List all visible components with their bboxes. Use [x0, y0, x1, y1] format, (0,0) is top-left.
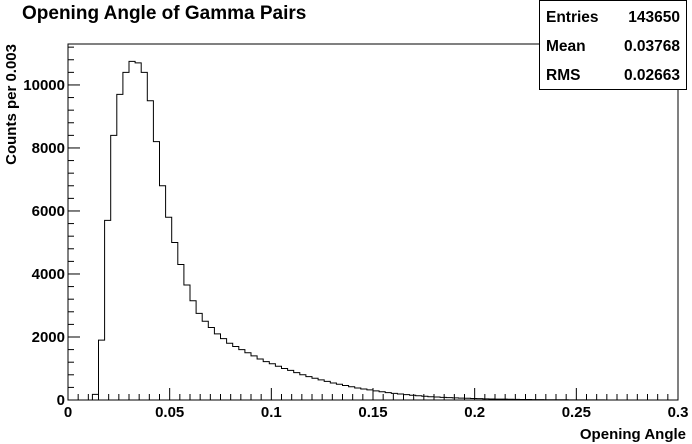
- histogram-bin: [208, 328, 214, 400]
- axes-layer: 0 0.05 0.1 0.15 0.2 0.25 0.3 0 2000 4000 6000 8000 1…: [23, 43, 689, 421]
- histogram-bin: [282, 368, 288, 400]
- histogram-bin: [178, 265, 184, 400]
- histogram-bin: [214, 334, 220, 400]
- histogram-bin: [355, 388, 361, 400]
- y-tick-label: 6000: [32, 203, 65, 220]
- histogram-bin: [385, 393, 391, 400]
- y-tick-label: 8000: [32, 140, 65, 157]
- stats-row-rms: RMS 0.02663: [546, 61, 680, 91]
- stats-row-mean: Mean 0.03768: [546, 32, 680, 62]
- histogram-bin: [135, 63, 141, 400]
- histogram-bin: [330, 383, 336, 400]
- histogram-bin: [184, 285, 190, 400]
- histogram-bin: [233, 346, 239, 400]
- histogram-bin: [373, 391, 379, 400]
- histogram-bin: [111, 135, 117, 400]
- plot-frame: [67, 43, 679, 401]
- x-tick-label: 0.05: [155, 404, 184, 421]
- histogram-bin: [306, 377, 312, 400]
- stats-rms-value: 0.02663: [623, 67, 680, 84]
- histogram-layer: [68, 60, 678, 401]
- histogram-bin: [141, 72, 147, 400]
- histogram-bin: [239, 350, 245, 400]
- histogram-bin: [361, 389, 367, 400]
- x-tick-label: 0.2: [464, 404, 485, 421]
- histogram-bin: [117, 94, 123, 400]
- stats-mean-value: 0.03768: [623, 38, 680, 55]
- x-tick-label: 0: [64, 404, 72, 421]
- histogram-bin: [147, 101, 153, 400]
- histogram-outline: [68, 60, 678, 401]
- y-tick-label: 10000: [23, 77, 65, 94]
- x-tick-label: 0.3: [668, 404, 689, 421]
- histogram-bin: [245, 353, 251, 400]
- x-axis-label: Opening Angle: [580, 426, 686, 443]
- histogram-bin: [300, 375, 306, 400]
- histogram-bin: [391, 393, 397, 400]
- histogram-bin: [202, 321, 208, 400]
- histogram-bin: [221, 339, 227, 400]
- histogram-bin: [343, 386, 349, 400]
- y-tick-label: 0: [57, 392, 65, 409]
- stats-mean-label: Mean: [546, 38, 586, 55]
- histogram-bin: [263, 362, 269, 400]
- histogram-bin: [349, 387, 355, 400]
- histogram-bin: [129, 61, 135, 400]
- histogram-bin: [269, 364, 275, 400]
- x-tick-label: 0.25: [562, 404, 591, 421]
- histogram-bin: [318, 380, 324, 400]
- histogram-bin: [190, 301, 196, 400]
- y-tick-label: 2000: [32, 329, 65, 346]
- stats-rms-label: RMS: [546, 67, 581, 84]
- histogram-bin: [99, 340, 105, 400]
- histogram-bin: [123, 72, 129, 400]
- x-tick-label: 0.15: [358, 404, 387, 421]
- histogram-bin: [92, 394, 98, 400]
- histogram-bin: [410, 395, 416, 400]
- histogram-bin: [257, 359, 263, 400]
- histogram-bin: [294, 373, 300, 400]
- y-axis-label: Counts per 0.003: [3, 44, 20, 165]
- histogram-bin: [153, 142, 159, 400]
- chart-title: Opening Angle of Gamma Pairs: [22, 3, 307, 24]
- histogram-bin: [105, 220, 111, 400]
- histogram-bin: [324, 381, 330, 400]
- histogram-bin: [404, 395, 410, 400]
- histogram-bin: [379, 392, 385, 400]
- histogram-bin: [367, 390, 373, 400]
- x-tick-label: 0.1: [261, 404, 282, 421]
- histogram-bin: [227, 343, 233, 400]
- histogram-bin: [160, 186, 166, 400]
- stats-entries-label: Entries: [546, 9, 599, 26]
- histogram-bin: [416, 396, 422, 400]
- y-tick-label: 4000: [32, 266, 65, 283]
- histogram-bin: [288, 370, 294, 400]
- histogram-bin: [166, 217, 172, 400]
- histogram-bin: [397, 394, 403, 400]
- histogram-bin: [336, 384, 342, 400]
- stats-box: Entries 143650 Mean 0.03768 RMS 0.02663: [539, 0, 687, 90]
- histogram-bin: [275, 366, 281, 400]
- stats-entries-value: 143650: [628, 9, 680, 26]
- histogram-bin: [196, 313, 202, 400]
- histogram-bin: [312, 378, 318, 400]
- histogram-bin: [251, 356, 257, 400]
- stats-row-entries: Entries 143650: [546, 3, 680, 33]
- histogram-bin: [172, 242, 178, 400]
- histogram-bin: [422, 396, 428, 400]
